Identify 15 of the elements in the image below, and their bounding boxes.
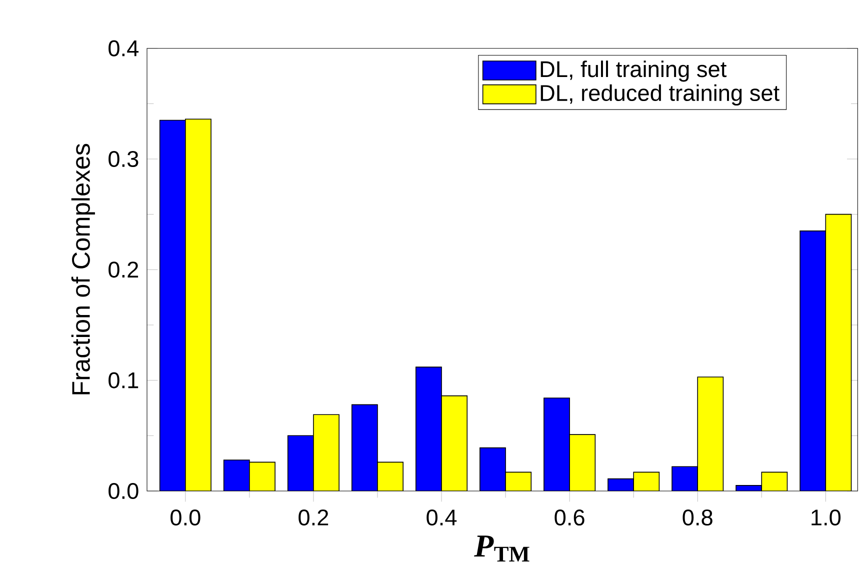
legend-label: DL, reduced training set [540,84,780,106]
x-tick-label: 0.0 [170,509,200,526]
x-tick-label: 0.2 [298,509,328,526]
y-tick-label: 0.4 [108,40,139,56]
x-tick-label: 0.6 [554,509,584,526]
x-axis-title: P$_{TM}$ [474,536,530,562]
x-tick-label: 0.8 [682,509,712,526]
legend-label: DL, full training set [540,60,727,82]
y-tick-label: 0.1 [108,372,138,388]
y-tick-label: 0.3 [108,150,138,168]
y-tick-label: 0.2 [108,262,138,278]
x-tick-label: 0.4 [426,509,457,526]
y-tick-label: 0.0 [108,482,138,500]
y-axis-title: Fraction of Complexes [71,144,95,394]
x-tick-label: 1.0 [812,509,841,526]
